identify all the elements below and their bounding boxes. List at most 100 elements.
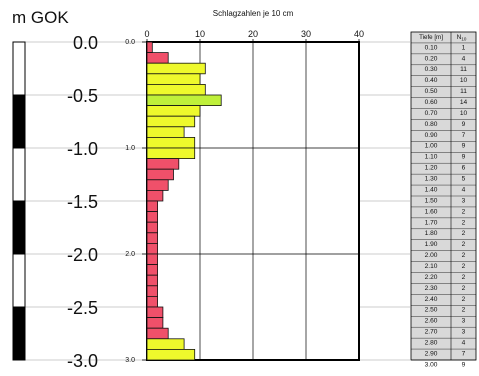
bar xyxy=(146,285,158,297)
table-depth-cell: 3.00 xyxy=(425,361,438,368)
table-depth-cell: 0.10 xyxy=(425,44,438,51)
bar xyxy=(146,189,164,202)
depth-scale-segment xyxy=(12,147,26,202)
bar xyxy=(146,348,196,361)
table-count-cell: 9 xyxy=(462,121,466,128)
bar xyxy=(146,306,164,319)
bar xyxy=(146,115,196,128)
blow-count-table: Tiefe [m] N10 0.10 1 0.20 4 0.30 11 0.40 10 0.50 11… xyxy=(410,31,477,368)
table-count-cell: 2 xyxy=(462,219,466,226)
table-header-depth: Tiefe [m] xyxy=(419,34,443,41)
table-depth-cell: 0.20 xyxy=(425,55,438,62)
table-count-cell: 2 xyxy=(462,307,466,314)
bar xyxy=(146,136,196,149)
table-count-cell: 2 xyxy=(462,296,466,303)
depth-scale-bar xyxy=(12,41,26,361)
table-count-cell: 9 xyxy=(462,154,466,161)
table-depth-cell: 0.90 xyxy=(425,132,438,139)
x-tick-label: 10 xyxy=(195,29,205,39)
table-count-cell: 10 xyxy=(460,110,468,117)
table-count-cell: 2 xyxy=(462,208,466,215)
table-depth-cell: 0.70 xyxy=(425,110,438,117)
depth-scale-segment xyxy=(12,306,26,361)
bar xyxy=(146,211,158,223)
table-count-cell: 7 xyxy=(462,132,466,139)
table-count-cell: 2 xyxy=(462,230,466,237)
table-header-count: N10 xyxy=(457,34,467,42)
table-count-cell: 7 xyxy=(462,350,466,357)
bar xyxy=(146,179,169,191)
table-depth-cell: 2.30 xyxy=(425,285,438,292)
bar xyxy=(146,253,158,266)
bar xyxy=(146,73,201,85)
bar xyxy=(146,295,158,308)
table-count-cell: 11 xyxy=(460,88,467,95)
depth-tick-label: -1.0 xyxy=(67,139,98,159)
table-count-cell: 9 xyxy=(462,143,466,150)
bar xyxy=(146,327,169,340)
table-depth-cell: 2.10 xyxy=(425,263,438,270)
table-depth-cell: 1.90 xyxy=(425,241,438,248)
table-depth-cell: 1.40 xyxy=(425,186,438,193)
table-count-cell: 11 xyxy=(460,66,467,73)
y-tick-label: 3.0 xyxy=(125,357,135,364)
bar xyxy=(146,105,201,117)
depth-reference-lines xyxy=(25,41,410,361)
x-tick-label: 20 xyxy=(248,29,258,39)
x-tick-label: 0 xyxy=(144,29,149,39)
table-count-cell: 2 xyxy=(462,252,466,259)
table-count-cell: 9 xyxy=(462,361,466,368)
depth-tick-label: 0.0 xyxy=(73,33,98,53)
bar xyxy=(146,221,158,234)
depth-scale-segment xyxy=(12,253,26,308)
y-tick-label: 0.0 xyxy=(125,39,135,46)
table-depth-cell: 0.50 xyxy=(425,88,438,95)
table-count-cell: 2 xyxy=(462,263,466,270)
bar xyxy=(146,52,169,64)
table-count-cell: 3 xyxy=(462,329,466,336)
table-depth-cell: 1.50 xyxy=(425,197,438,204)
depth-scale-segment xyxy=(12,94,26,149)
bars xyxy=(146,41,222,361)
bar xyxy=(146,168,174,181)
table-depth-cell: 0.30 xyxy=(425,66,438,73)
table-count-cell: 5 xyxy=(462,176,466,183)
bar xyxy=(146,126,185,138)
bar xyxy=(146,274,158,287)
depth-tick-label: -0.5 xyxy=(67,86,98,106)
table-depth-cell: 1.70 xyxy=(425,219,438,226)
bar xyxy=(146,338,185,350)
table-depth-cell: 0.80 xyxy=(425,121,438,128)
table-count-cell: 2 xyxy=(462,241,466,248)
table-depth-cell: 0.40 xyxy=(425,77,438,84)
bar xyxy=(146,84,206,96)
bar xyxy=(146,147,196,160)
table-count-cell: 10 xyxy=(460,77,468,84)
table-depth-cell: 2.20 xyxy=(425,274,438,281)
bar xyxy=(146,264,158,276)
table-depth-cell: 1.10 xyxy=(425,154,438,161)
table-depth-cell: 2.00 xyxy=(425,252,438,259)
x-tick-label: 30 xyxy=(301,29,311,39)
table-depth-cell: 0.60 xyxy=(425,99,438,106)
bar xyxy=(146,200,158,213)
y-tick-label: 1.0 xyxy=(125,145,135,152)
depth-tick-label: -2.0 xyxy=(67,245,98,265)
table-depth-cell: 2.80 xyxy=(425,340,438,347)
bar xyxy=(146,158,180,170)
table-depth-cell: 1.00 xyxy=(425,143,438,150)
depth-scale-segment xyxy=(12,200,26,255)
chart-title: Schlagzahlen je 10 cm xyxy=(213,9,294,18)
y-tick-label: 2.0 xyxy=(125,251,135,258)
table-depth-cell: 2.60 xyxy=(425,318,438,325)
table-count-cell: 2 xyxy=(462,274,466,281)
table-depth-cell: 2.40 xyxy=(425,296,438,303)
table-count-cell: 4 xyxy=(462,186,466,193)
bar xyxy=(146,232,158,244)
table-count-cell: 14 xyxy=(460,99,468,106)
table-depth-cell: 1.80 xyxy=(425,230,438,237)
depth-tick-label: -1.5 xyxy=(67,192,98,212)
depth-scale-segment xyxy=(12,41,26,96)
